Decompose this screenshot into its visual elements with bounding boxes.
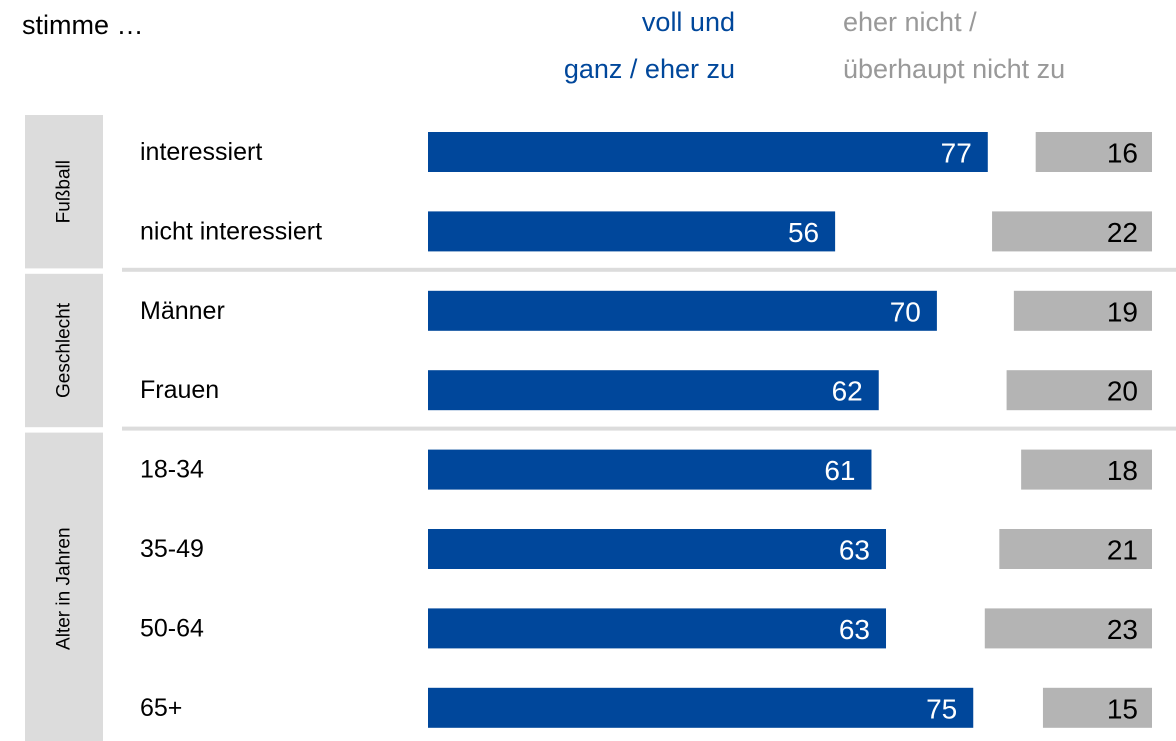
- group-label: Fußball: [54, 160, 75, 223]
- separator: [122, 426, 1176, 431]
- bar: [992, 211, 1152, 252]
- value-label: 62: [832, 376, 863, 407]
- value-label: 19: [1107, 296, 1138, 327]
- value-label: 63: [839, 614, 870, 645]
- group-box: [25, 432, 103, 741]
- bar: [984, 608, 1152, 649]
- bar: [1042, 687, 1152, 728]
- bar: [999, 529, 1152, 569]
- value-label: 77: [941, 138, 972, 169]
- value-label: 63: [839, 535, 870, 566]
- bar: [428, 132, 988, 172]
- category-label: nicht interessiert: [140, 217, 322, 245]
- value-label: 20: [1107, 376, 1138, 407]
- bar: [428, 608, 887, 649]
- bar: [428, 211, 836, 252]
- bar: [1021, 449, 1152, 490]
- bar: [428, 687, 974, 728]
- category-label: 18-34: [140, 456, 204, 484]
- category-label: 65+: [140, 694, 182, 722]
- category-label: Männer: [140, 297, 225, 325]
- category-label: Frauen: [140, 376, 219, 404]
- value-label: 15: [1107, 693, 1138, 724]
- value-label: 16: [1107, 138, 1138, 169]
- bar: [1013, 290, 1152, 331]
- category-label: 35-49: [140, 535, 204, 563]
- legend-entry: voll und ganz / eher zu: [563, 7, 735, 84]
- value-label: 18: [1107, 455, 1138, 486]
- value-label: 22: [1107, 217, 1138, 248]
- group-box: [25, 115, 103, 269]
- group-box: [25, 273, 103, 428]
- subtitle: stimme …: [22, 10, 144, 40]
- category-label: interessiert: [140, 138, 262, 166]
- value-label: 23: [1107, 614, 1138, 645]
- value-label: 56: [788, 217, 819, 248]
- value-label: 75: [926, 693, 957, 724]
- bar: [428, 449, 872, 490]
- legend-entry: eher nicht / überhaupt nicht zu: [843, 7, 1066, 84]
- group-label: Geschlecht: [54, 302, 75, 398]
- separator: [122, 267, 1176, 272]
- category-label: 50-64: [140, 614, 204, 642]
- value-label: 61: [824, 455, 855, 486]
- value-label: 70: [890, 296, 921, 327]
- bar: [428, 370, 879, 411]
- bar: [1006, 370, 1152, 411]
- bar: [1035, 132, 1152, 172]
- bar: [428, 529, 887, 569]
- bar: [428, 290, 937, 331]
- group-label: Alter in Jahren: [54, 527, 75, 650]
- value-label: 21: [1107, 535, 1138, 566]
